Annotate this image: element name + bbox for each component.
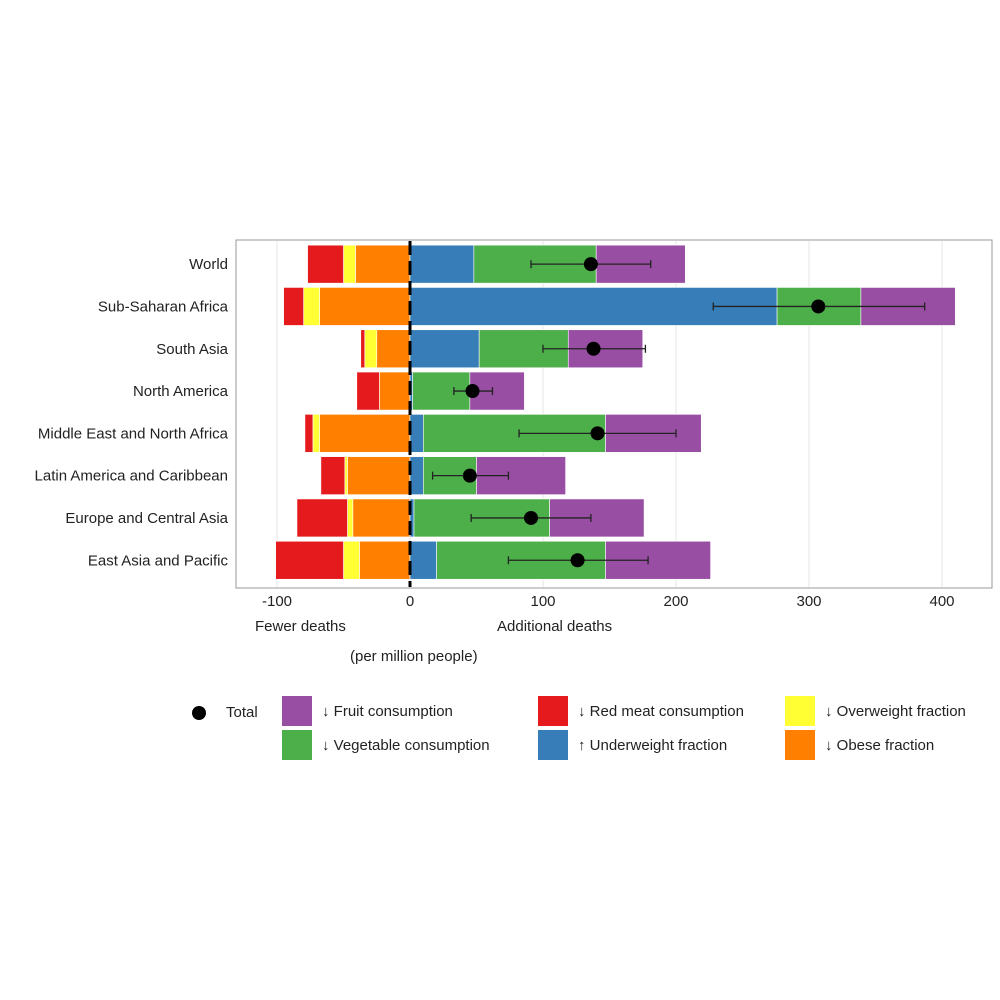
- legend-item-vegetable: ↓ Vegetable consumption: [282, 730, 490, 760]
- legend-label: ↓ Obese fraction: [825, 736, 935, 754]
- legend-label: ↑ Underweight fraction: [578, 736, 728, 754]
- bar-overweight: [312, 414, 320, 453]
- underweight-swatch: [538, 730, 568, 760]
- legend-item-total: Total: [192, 704, 258, 721]
- bar-underweight: [409, 244, 475, 284]
- legend: Total ↓ Fruit consumption ↓ Vegetable co…: [186, 696, 1000, 766]
- total-point: [583, 257, 598, 272]
- bar-obese: [379, 371, 411, 411]
- total-point: [524, 510, 539, 525]
- y-tick-label: Latin America and Caribbean: [35, 468, 228, 485]
- x-axis-ticks: -100 0 100 200 300 400: [262, 593, 955, 610]
- total-point: [590, 426, 605, 441]
- totals: [431, 257, 926, 568]
- legend-item-overweight: ↓ Overweight fraction: [785, 696, 966, 726]
- y-tick-label: North America: [133, 383, 229, 400]
- bar-redmeat: [283, 287, 304, 326]
- bar-obese: [359, 540, 411, 580]
- legend-label: ↓ Vegetable consumption: [322, 736, 490, 754]
- total-point: [586, 341, 601, 356]
- bar-underweight: [409, 414, 424, 453]
- legend-label: ↓ Fruit consumption: [322, 702, 453, 720]
- bar-obese: [355, 244, 411, 284]
- overweight-swatch: [785, 696, 815, 726]
- vegetable-swatch: [282, 730, 312, 760]
- bars: [275, 244, 956, 580]
- total-point: [811, 299, 826, 314]
- bar-underweight: [409, 456, 424, 495]
- chart: World Sub-Saharan Africa South Asia North A…: [35, 239, 993, 665]
- redmeat-swatch: [538, 696, 568, 726]
- bar-obese: [319, 287, 411, 326]
- bar-overweight: [347, 498, 354, 538]
- y-tick-label: Middle East and North Africa: [38, 425, 229, 442]
- x-label-left: Fewer deaths: [255, 618, 346, 635]
- fruit-swatch: [282, 696, 312, 726]
- bar-overweight: [303, 287, 320, 326]
- bar-redmeat: [356, 371, 380, 411]
- bar-underweight: [409, 540, 437, 580]
- legend-label: ↓ Red meat consumption: [578, 702, 744, 720]
- x-tick-label: 100: [530, 593, 555, 610]
- bar-overweight: [343, 540, 360, 580]
- bar-obese: [352, 498, 411, 538]
- total-point: [462, 468, 477, 483]
- legend-label: ↓ Overweight fraction: [825, 702, 966, 720]
- x-tick-label: -100: [262, 593, 292, 610]
- bar-redmeat: [360, 329, 366, 369]
- total-point: [465, 384, 480, 399]
- x-tick-label: 300: [796, 593, 821, 610]
- bar-underweight: [409, 329, 480, 369]
- y-axis-labels: World Sub-Saharan Africa South Asia North A…: [35, 256, 229, 569]
- bar-overweight: [343, 244, 356, 284]
- y-tick-label: South Asia: [156, 341, 228, 358]
- x-tick-label: 200: [663, 593, 688, 610]
- bar-redmeat: [307, 244, 344, 284]
- y-tick-label: Europe and Central Asia: [65, 510, 228, 527]
- total-point: [570, 553, 585, 568]
- legend-item-fruit: ↓ Fruit consumption: [282, 696, 453, 726]
- bar-overweight: [344, 456, 348, 495]
- legend-item-obese: ↓ Obese fraction: [785, 730, 934, 760]
- obese-swatch: [785, 730, 815, 760]
- bar-obese: [376, 329, 411, 369]
- total-dot-icon: [192, 705, 206, 720]
- bar-redmeat: [304, 414, 314, 453]
- legend-item-underweight: ↑ Underweight fraction: [538, 730, 727, 760]
- y-tick-label: Sub-Saharan Africa: [98, 298, 229, 315]
- y-tick-label: East Asia and Pacific: [88, 552, 229, 569]
- y-tick-label: World: [189, 256, 228, 273]
- x-tick-label: 400: [929, 593, 954, 610]
- bar-overweight: [364, 329, 378, 369]
- legend-item-redmeat: ↓ Red meat consumption: [538, 696, 744, 726]
- legend-label: Total: [226, 704, 258, 721]
- bar-redmeat: [275, 540, 344, 580]
- bar-redmeat: [296, 498, 348, 538]
- bar-obese: [319, 414, 411, 453]
- bar-obese: [347, 456, 411, 495]
- x-tick-label: 0: [406, 593, 414, 610]
- x-label-right: Additional deaths: [497, 618, 612, 635]
- x-axis-title: (per million people): [350, 648, 478, 665]
- bar-redmeat: [320, 456, 346, 495]
